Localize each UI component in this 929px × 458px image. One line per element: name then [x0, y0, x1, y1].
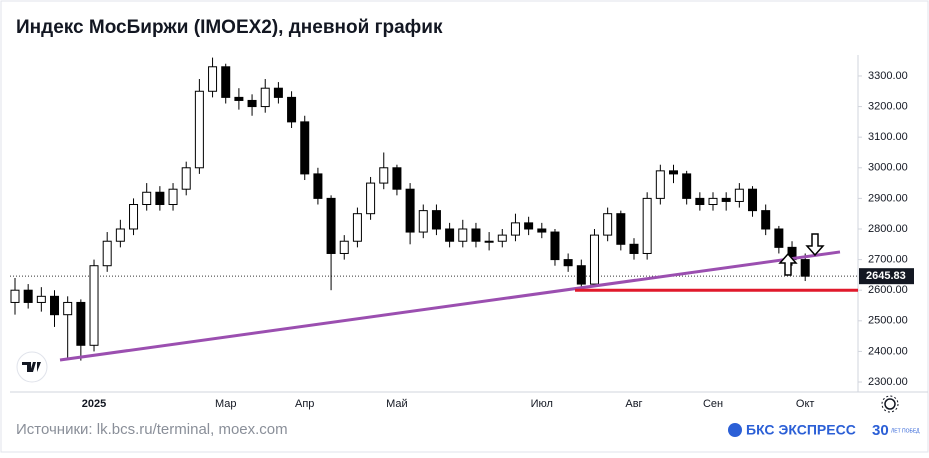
- candle-body: [721, 197, 731, 202]
- candle-body: [800, 259, 810, 277]
- y-tick-label: 2500.00: [868, 315, 908, 327]
- y-tick-label: 2600.00: [868, 284, 908, 296]
- y-tick-label: 2900.00: [868, 192, 908, 204]
- logo-text: БКС ЭКСПРЕСС: [746, 422, 856, 438]
- last-price-label: 2645.83: [866, 270, 906, 282]
- candle-body: [484, 240, 494, 243]
- candle-body: [247, 99, 257, 108]
- candle-body: [352, 213, 362, 242]
- candle-body: [603, 213, 613, 236]
- candle-body: [471, 228, 481, 242]
- candle-body: [576, 265, 586, 285]
- candle-body: [102, 240, 112, 267]
- candle-body: [300, 121, 310, 175]
- candle-body: [194, 90, 204, 169]
- candle-body: [23, 289, 33, 303]
- candle-body: [669, 170, 678, 175]
- candle-body: [208, 66, 218, 92]
- x-tick-label: Авг: [625, 398, 642, 410]
- candle-body: [168, 188, 178, 206]
- candle-body: [273, 87, 283, 98]
- tv-logo: [16, 351, 48, 383]
- y-tick-label: 3000.00: [868, 162, 908, 174]
- y-tick-label: 2700.00: [868, 254, 908, 266]
- candle-body: [339, 240, 349, 254]
- y-tick-label: 2400.00: [868, 345, 908, 357]
- x-tick-label: 2025: [82, 398, 106, 410]
- candle-body: [497, 234, 507, 242]
- candle-body: [550, 231, 560, 261]
- x-tick-label: Май: [386, 398, 408, 410]
- x-tick-label: Июл: [531, 398, 553, 410]
- candle-body: [563, 259, 573, 267]
- candle-body: [708, 197, 718, 206]
- candle-body: [445, 228, 455, 242]
- settings-icon[interactable]: [881, 395, 899, 413]
- candle-body: [36, 295, 46, 303]
- candle-body: [234, 96, 244, 101]
- candle-body: [405, 188, 415, 233]
- candle-body: [642, 197, 652, 254]
- candle-body: [221, 66, 231, 98]
- candle-body: [695, 197, 705, 206]
- y-tick-label: 3300.00: [868, 70, 908, 82]
- y-tick-label: 3100.00: [868, 131, 908, 143]
- arrow-down: [805, 233, 825, 257]
- source: Источники: lk.bcs.ru/terminal, moex.com: [16, 421, 288, 438]
- candle-body: [326, 197, 336, 254]
- candle-body: [115, 228, 125, 242]
- candle-body: [287, 96, 297, 123]
- y-tick-label: 3200.00: [868, 100, 908, 112]
- candle-body: [392, 167, 402, 190]
- candle-body: [524, 222, 534, 230]
- candle-body: [616, 213, 626, 245]
- candle-body: [537, 228, 547, 233]
- candle-body: [63, 301, 73, 316]
- candle-body: [458, 228, 468, 242]
- x-tick-label: Окт: [796, 398, 815, 410]
- candle-body: [734, 188, 744, 202]
- arrow-up: [778, 252, 798, 276]
- logo: БКС ЭКСПРЕСС 30 ЛЕТ ПОБЕД: [728, 422, 920, 439]
- candle-body: [379, 167, 389, 184]
- candle-body: [510, 222, 520, 236]
- candle-body: [589, 234, 599, 285]
- candle-body: [313, 173, 323, 199]
- candle-body: [629, 243, 639, 254]
- candle-body: [129, 204, 139, 230]
- candle-body: [774, 228, 784, 248]
- candle-body: [366, 182, 376, 215]
- badge-text: ЛЕТ ПОБЕД: [891, 428, 920, 434]
- badge-number: 30: [872, 422, 889, 439]
- candle-body: [155, 191, 165, 206]
- x-tick-label: Сен: [703, 398, 723, 410]
- last-price-box: [859, 268, 914, 285]
- candle-body: [142, 191, 152, 206]
- candle-body: [761, 210, 771, 230]
- candle-body: [431, 210, 441, 230]
- candle-body: [181, 167, 191, 190]
- candle-body: [418, 210, 428, 233]
- candle-body: [89, 265, 99, 346]
- y-tick-label: 2300.00: [868, 376, 908, 388]
- x-tick-label: Апр: [295, 398, 314, 410]
- candle-body: [655, 170, 665, 199]
- trendline: [59, 250, 841, 362]
- x-tick-label: Мар: [215, 398, 237, 410]
- candle-body: [76, 301, 86, 346]
- candle-body: [260, 87, 270, 108]
- candle-body: [50, 295, 60, 316]
- y-tick-label: 2800.00: [868, 223, 908, 235]
- chart-title: Индекс МосБиржи (IMOEX2), дневной график: [16, 17, 443, 38]
- candle-body: [748, 188, 758, 212]
- candle-body: [10, 289, 20, 303]
- candle-body: [682, 173, 692, 199]
